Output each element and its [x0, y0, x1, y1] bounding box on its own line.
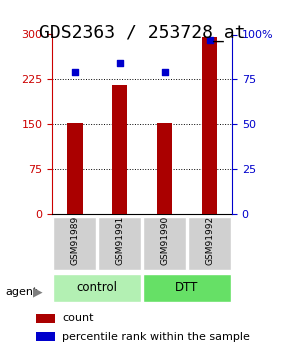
Point — [72, 69, 77, 75]
Text: DTT: DTT — [175, 281, 199, 294]
Text: GSM91992: GSM91992 — [205, 216, 214, 265]
Point — [117, 60, 122, 66]
FancyBboxPatch shape — [143, 217, 186, 270]
Bar — [157, 123, 173, 214]
Text: GDS2363 / 253728_at: GDS2363 / 253728_at — [39, 24, 245, 42]
FancyBboxPatch shape — [143, 274, 231, 302]
Text: GSM91989: GSM91989 — [70, 216, 79, 265]
Bar — [112, 85, 128, 214]
Bar — [36, 332, 55, 341]
FancyBboxPatch shape — [188, 217, 231, 270]
Bar — [36, 314, 55, 323]
Text: GSM91990: GSM91990 — [160, 216, 169, 265]
Text: agent: agent — [6, 287, 38, 296]
Text: GSM91991: GSM91991 — [115, 216, 124, 265]
Bar — [67, 123, 83, 214]
Text: control: control — [77, 281, 118, 294]
Point — [162, 69, 167, 75]
Text: ▶: ▶ — [33, 285, 43, 298]
Bar — [202, 38, 218, 214]
Point — [207, 37, 212, 43]
Text: count: count — [62, 314, 94, 323]
Text: percentile rank within the sample: percentile rank within the sample — [62, 332, 250, 342]
FancyBboxPatch shape — [53, 217, 96, 270]
FancyBboxPatch shape — [53, 274, 141, 302]
FancyBboxPatch shape — [98, 217, 141, 270]
